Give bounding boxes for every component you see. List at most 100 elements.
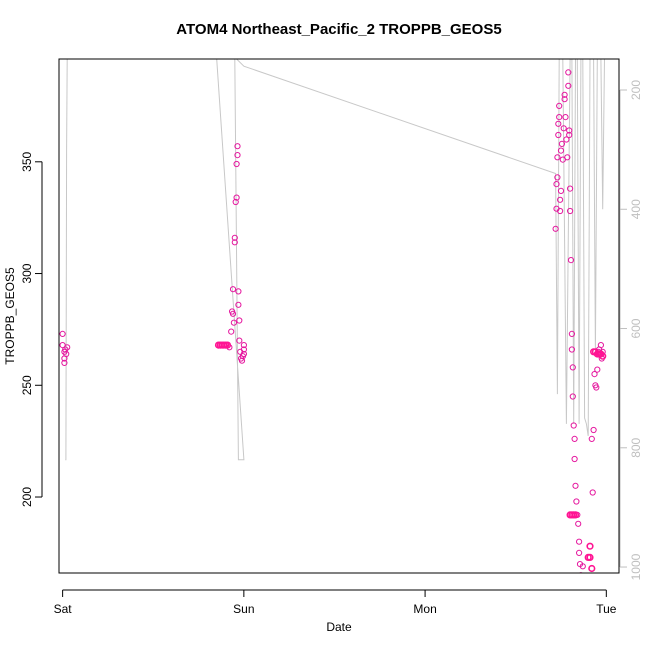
data-point bbox=[235, 301, 242, 308]
x-tick-label: Sat bbox=[54, 602, 73, 616]
series-line bbox=[65, 59, 607, 461]
data-point bbox=[571, 455, 578, 463]
data-point bbox=[552, 225, 559, 232]
data-point bbox=[240, 342, 247, 349]
data-point bbox=[229, 286, 237, 293]
y2-axis: 200 400 600 800 1000 bbox=[619, 80, 643, 580]
data-point bbox=[567, 185, 574, 192]
data-point bbox=[566, 127, 573, 134]
data-point bbox=[563, 136, 570, 143]
plot-frame bbox=[58, 58, 620, 574]
data-point bbox=[560, 125, 567, 132]
data-point bbox=[231, 234, 238, 241]
data-point bbox=[555, 131, 562, 139]
data-point bbox=[63, 350, 70, 358]
data-point-dense bbox=[582, 577, 588, 583]
data-point bbox=[61, 359, 68, 366]
x-tick-label: Sun bbox=[233, 602, 254, 616]
data-point-dense bbox=[223, 341, 232, 349]
points-layer bbox=[59, 69, 607, 583]
x-tick-label: Mon bbox=[413, 602, 436, 616]
data-point bbox=[556, 114, 563, 121]
data-point bbox=[567, 207, 574, 215]
data-point bbox=[569, 393, 576, 400]
data-point-dense bbox=[599, 352, 607, 360]
data-point bbox=[591, 371, 598, 378]
data-point bbox=[229, 310, 237, 317]
data-point bbox=[235, 288, 242, 295]
data-point bbox=[593, 384, 600, 391]
y2-tick-label: 400 bbox=[629, 199, 643, 219]
data-point-dense bbox=[588, 564, 596, 573]
data-point bbox=[597, 342, 605, 349]
data-point bbox=[576, 538, 583, 545]
y2-tick-label: 800 bbox=[629, 437, 643, 457]
data-point bbox=[561, 96, 568, 103]
data-point-dense bbox=[584, 577, 590, 583]
data-point bbox=[568, 330, 576, 337]
y-tick-label: 350 bbox=[20, 151, 34, 171]
data-point bbox=[558, 140, 566, 147]
data-point-dense bbox=[578, 577, 584, 583]
data-point bbox=[590, 426, 597, 434]
data-point-dense bbox=[571, 511, 580, 519]
x-axis-label: Date bbox=[326, 620, 352, 634]
data-point-dense bbox=[573, 577, 579, 583]
data-point bbox=[556, 102, 563, 110]
data-point bbox=[573, 498, 580, 505]
data-point-dense bbox=[586, 553, 594, 562]
data-point bbox=[230, 319, 237, 326]
data-point bbox=[236, 317, 243, 324]
data-point-dense bbox=[586, 542, 594, 550]
y2-tick-label: 1000 bbox=[629, 553, 643, 580]
data-point bbox=[228, 328, 235, 335]
data-point bbox=[554, 174, 561, 181]
data-point bbox=[564, 154, 571, 161]
x-tick-label: Tue bbox=[596, 602, 617, 616]
data-point bbox=[231, 239, 238, 246]
data-point bbox=[557, 187, 565, 194]
data-point bbox=[569, 364, 576, 371]
y-tick-label: 250 bbox=[20, 375, 34, 395]
data-point bbox=[232, 198, 239, 206]
data-point bbox=[238, 357, 246, 364]
data-point bbox=[240, 350, 247, 358]
data-point bbox=[233, 160, 240, 168]
data-point bbox=[557, 196, 564, 203]
data-point bbox=[234, 143, 241, 150]
chart-title: ATOM4 Northeast_Pacific_2 TROPPB_GEOS5 bbox=[176, 21, 501, 38]
data-point bbox=[565, 69, 572, 76]
data-point bbox=[567, 257, 575, 264]
data-point-dense bbox=[585, 577, 591, 583]
y-axis: 200 250 300 350 bbox=[20, 151, 43, 507]
y2-tick-label: 200 bbox=[629, 80, 643, 100]
data-point bbox=[568, 346, 576, 353]
data-point bbox=[572, 482, 579, 489]
y-tick-label: 200 bbox=[20, 487, 34, 507]
y2-tick-label: 600 bbox=[629, 318, 643, 338]
x-axis: Sat Sun Mon Tue bbox=[54, 589, 617, 616]
data-point bbox=[571, 435, 578, 442]
line-layer bbox=[65, 59, 607, 461]
data-point bbox=[562, 114, 569, 121]
data-point bbox=[240, 346, 247, 353]
data-point bbox=[594, 366, 601, 373]
data-point-dense bbox=[576, 577, 582, 583]
data-point bbox=[575, 520, 582, 527]
data-point-dense bbox=[580, 577, 586, 583]
data-point bbox=[64, 344, 71, 351]
data-point bbox=[553, 181, 560, 188]
data-point bbox=[589, 489, 596, 496]
data-point bbox=[565, 82, 572, 89]
data-point bbox=[557, 147, 565, 154]
data-point bbox=[561, 91, 568, 98]
data-point bbox=[588, 435, 595, 442]
data-point-dense bbox=[575, 577, 581, 583]
data-point bbox=[233, 194, 240, 201]
y-axis-label: TROPPB_GEOS5 bbox=[3, 267, 17, 365]
data-point bbox=[579, 563, 586, 570]
data-point bbox=[570, 422, 577, 429]
data-point bbox=[566, 131, 573, 139]
data-point bbox=[555, 120, 562, 127]
